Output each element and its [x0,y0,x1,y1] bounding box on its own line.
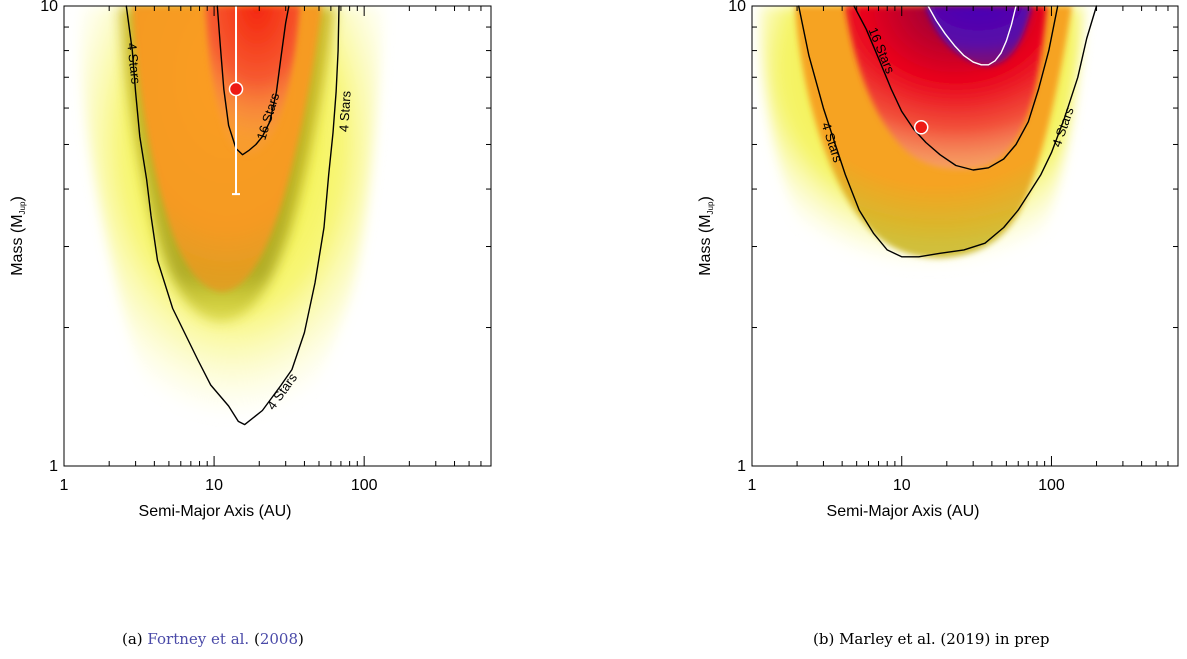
y-tick-label: 10 [40,0,58,15]
planet-marker [913,120,929,135]
x-tick-label: 10 [205,477,223,494]
panel-a-red-region [205,6,300,155]
caption-a-prefix: (a) [122,630,148,648]
caption-a: (a) Fortney et al. (2008) [122,630,304,648]
y-tick-label: 10 [728,0,746,15]
contour-line-16-stars [216,5,290,156]
contour-line-16-stars [853,5,1059,171]
y-tick-label: 1 [49,458,58,475]
x-tick-label: 100 [1038,477,1065,494]
panel-a-y-axis-label: Mass (MJup) [9,196,27,276]
panel-b-axes-frame [751,5,1179,467]
contour-line-64-stars [927,5,1017,66]
caption-a-paren-close: ) [298,630,304,648]
panel-b-ticks: 1 10 100 1 10 [728,0,1179,494]
contour-line-4-stars [798,5,1098,258]
caption-a-author-link[interactable]: Fortney et al. [147,630,250,648]
panel-a-data-point [228,6,244,196]
planet-marker [228,81,244,97]
panel-b-contours [798,5,1098,258]
x-tick-label: 1 [60,477,69,494]
contour-label: 4 Stars [124,42,143,85]
panel-a-ticks: 1 10 100 1 10 [40,0,492,494]
panel-a-axes-frame [63,5,492,467]
panel-b-data-point [913,120,929,135]
caption-a-year-link[interactable]: 2008 [259,630,299,648]
contour-line-4-stars [125,5,340,426]
x-tick-label: 10 [893,477,911,494]
panel-a-contours [125,5,340,426]
caption-b: (b) Marley et al. (2019) in prep [813,630,1050,648]
panel-b-density-map [760,6,1085,317]
panel-a-x-axis-label: Semi-Major Axis (AU) [139,503,292,520]
x-tick-label: 100 [351,477,378,494]
y-tick-label: 1 [737,458,746,475]
panel-a-density-map [79,6,386,466]
contour-label: 4 Stars [336,90,354,133]
x-tick-label: 1 [748,477,757,494]
panel-b-x-axis-label: Semi-Major Axis (AU) [827,503,980,520]
panel-b-purple-region [925,6,1032,66]
panel-b-y-axis-label: Mass (MJup) [697,196,715,276]
caption-a-paren-open: ( [249,630,260,648]
